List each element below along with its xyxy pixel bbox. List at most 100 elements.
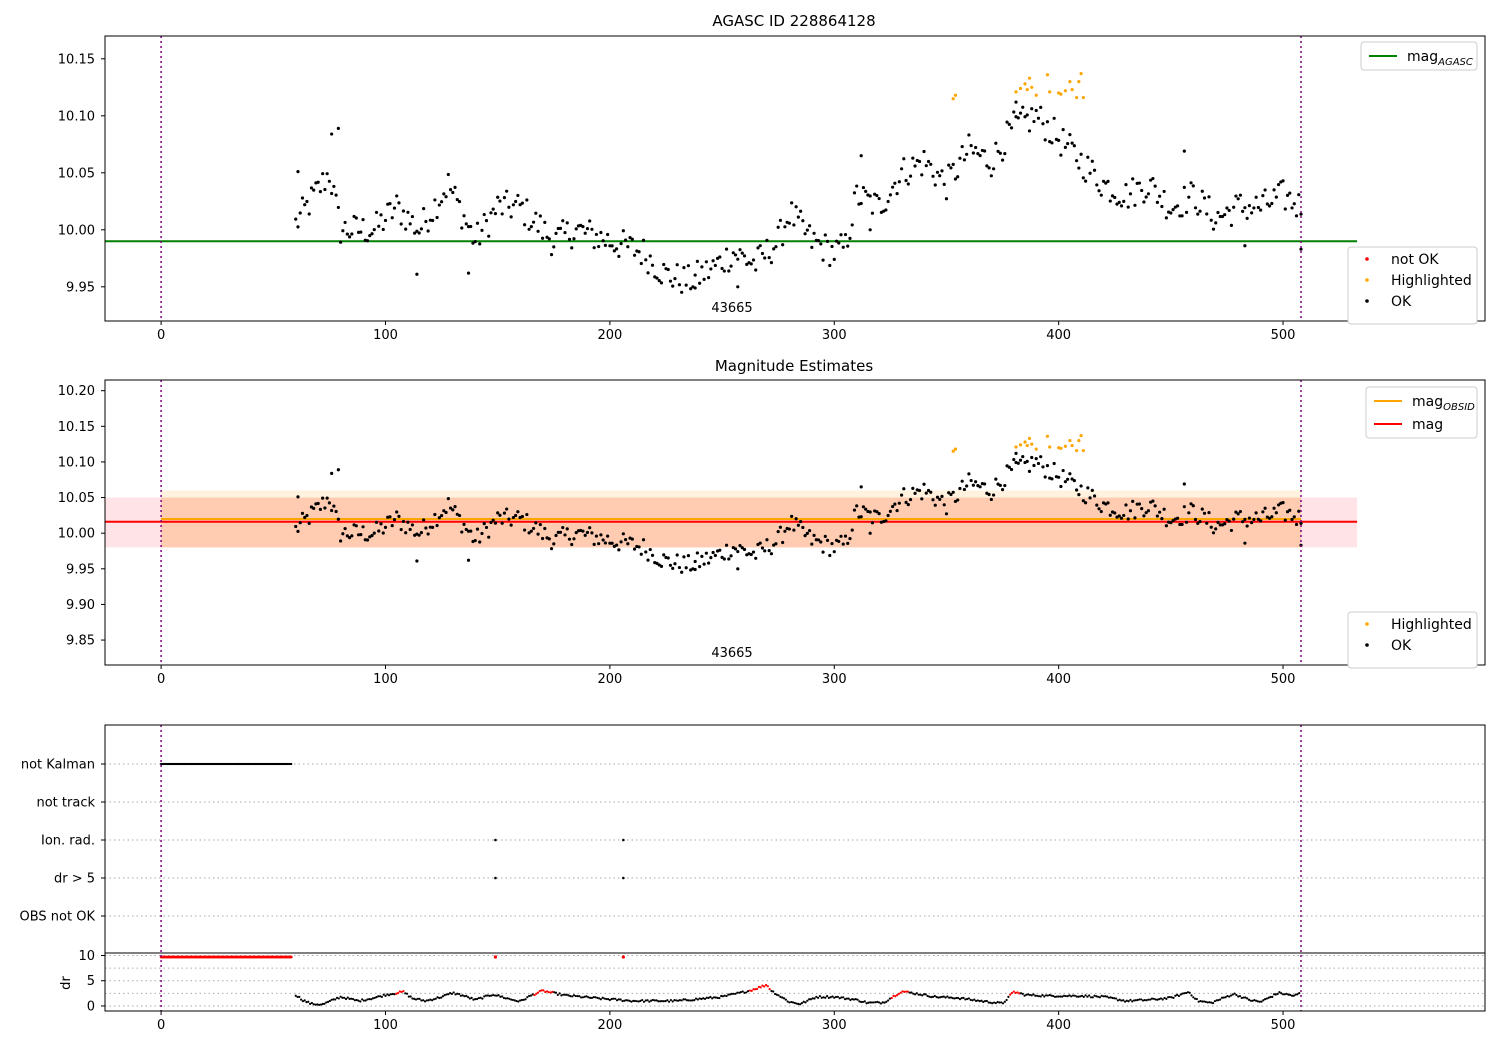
ok-point — [760, 251, 765, 256]
dr-point — [603, 997, 606, 1000]
ok-point — [1267, 204, 1272, 208]
ok-point — [511, 515, 515, 520]
ok-point — [807, 224, 812, 228]
dr-point — [1003, 1000, 1006, 1003]
ok-point — [469, 224, 473, 229]
dr-point — [888, 997, 892, 1000]
panel1-title: AGASC ID 228864128 — [712, 12, 875, 30]
dr-point — [1129, 998, 1132, 1001]
ok-point — [825, 239, 830, 243]
ok-point — [426, 229, 430, 233]
dr-point — [1159, 997, 1163, 1000]
dr-point — [357, 999, 360, 1002]
ok-point — [924, 164, 928, 168]
dr-point — [335, 996, 339, 1000]
ok-point — [1039, 105, 1043, 109]
ok-point — [592, 542, 596, 546]
highlighted-point — [953, 93, 958, 97]
ok-point — [415, 272, 419, 276]
dr-point — [1147, 998, 1150, 1001]
axes-frame — [104, 724, 1486, 1012]
ok-point — [673, 277, 677, 281]
ok-point — [655, 561, 659, 565]
dr-point — [1215, 999, 1218, 1002]
ok-point — [1263, 506, 1267, 510]
ok-point — [967, 133, 971, 137]
dr-point — [1120, 999, 1123, 1002]
dr-point — [770, 989, 773, 993]
ok-point — [1072, 144, 1076, 148]
ok-point — [372, 228, 376, 232]
ok-point — [680, 290, 684, 294]
ok-point — [756, 246, 760, 250]
ok-point — [962, 158, 967, 162]
dr-point — [519, 999, 522, 1002]
ok-point — [1209, 218, 1213, 222]
ok-point — [906, 502, 910, 507]
dr-point — [885, 1000, 888, 1003]
dr-point — [416, 997, 419, 1000]
dr-point — [989, 1001, 992, 1004]
ok-point — [298, 521, 302, 525]
ok-point — [693, 567, 697, 572]
dr-point — [1265, 997, 1268, 1000]
ok-point — [514, 199, 518, 204]
ok-point — [859, 201, 863, 206]
ok-point — [581, 224, 585, 229]
ok-point — [1140, 506, 1144, 511]
ok-point — [875, 193, 879, 198]
dr-notok-point — [761, 984, 764, 987]
dr-point — [1043, 995, 1046, 998]
dr-point — [1188, 991, 1191, 994]
dr-point — [720, 994, 723, 998]
ok-point — [354, 524, 358, 528]
dr-point — [389, 993, 392, 996]
dr-point — [779, 995, 782, 998]
flag-category-label: not Kalman — [21, 758, 95, 773]
ok-point — [1214, 527, 1218, 531]
dr-point — [813, 997, 816, 1000]
dr-point — [346, 996, 349, 999]
ok-point — [1099, 193, 1103, 197]
dr-notok-point — [894, 995, 897, 998]
ok-point — [668, 563, 673, 567]
ok-point — [1259, 208, 1263, 212]
ok-point — [419, 227, 423, 231]
ok-point — [799, 209, 803, 213]
flag-point — [494, 838, 497, 842]
ok-point — [754, 268, 758, 272]
ok-point — [1153, 504, 1157, 508]
dr-point — [501, 995, 504, 998]
ok-point — [758, 244, 762, 248]
ok-point — [745, 262, 749, 266]
dr-point — [563, 993, 567, 996]
ok-point — [350, 534, 354, 538]
ok-point — [572, 237, 576, 241]
dr-point — [556, 993, 559, 996]
ok-point — [1036, 116, 1041, 120]
dr-point — [788, 1001, 791, 1004]
dr-point — [619, 998, 622, 1001]
ok-point — [662, 553, 666, 557]
dr-axis-label: dr — [59, 976, 74, 990]
ok-point — [848, 536, 852, 541]
ok-point — [621, 532, 625, 536]
legend-point-swatch — [1365, 299, 1369, 303]
dr-point — [865, 1002, 868, 1005]
ok-point — [307, 521, 311, 525]
dr-point — [802, 1000, 805, 1003]
ok-point — [790, 201, 794, 205]
dr-point — [492, 993, 495, 997]
ok-point — [843, 534, 848, 538]
ok-point — [1227, 208, 1231, 213]
ok-point — [1090, 488, 1094, 492]
dr-point — [314, 1003, 317, 1006]
dr-point — [414, 998, 418, 1001]
dr-point — [630, 1000, 633, 1003]
ok-point — [931, 498, 935, 502]
ok-point — [466, 271, 471, 275]
ok-point — [1151, 176, 1155, 181]
dr-point — [973, 998, 976, 1001]
dr-point — [1091, 996, 1094, 999]
dr-point — [305, 1001, 308, 1004]
